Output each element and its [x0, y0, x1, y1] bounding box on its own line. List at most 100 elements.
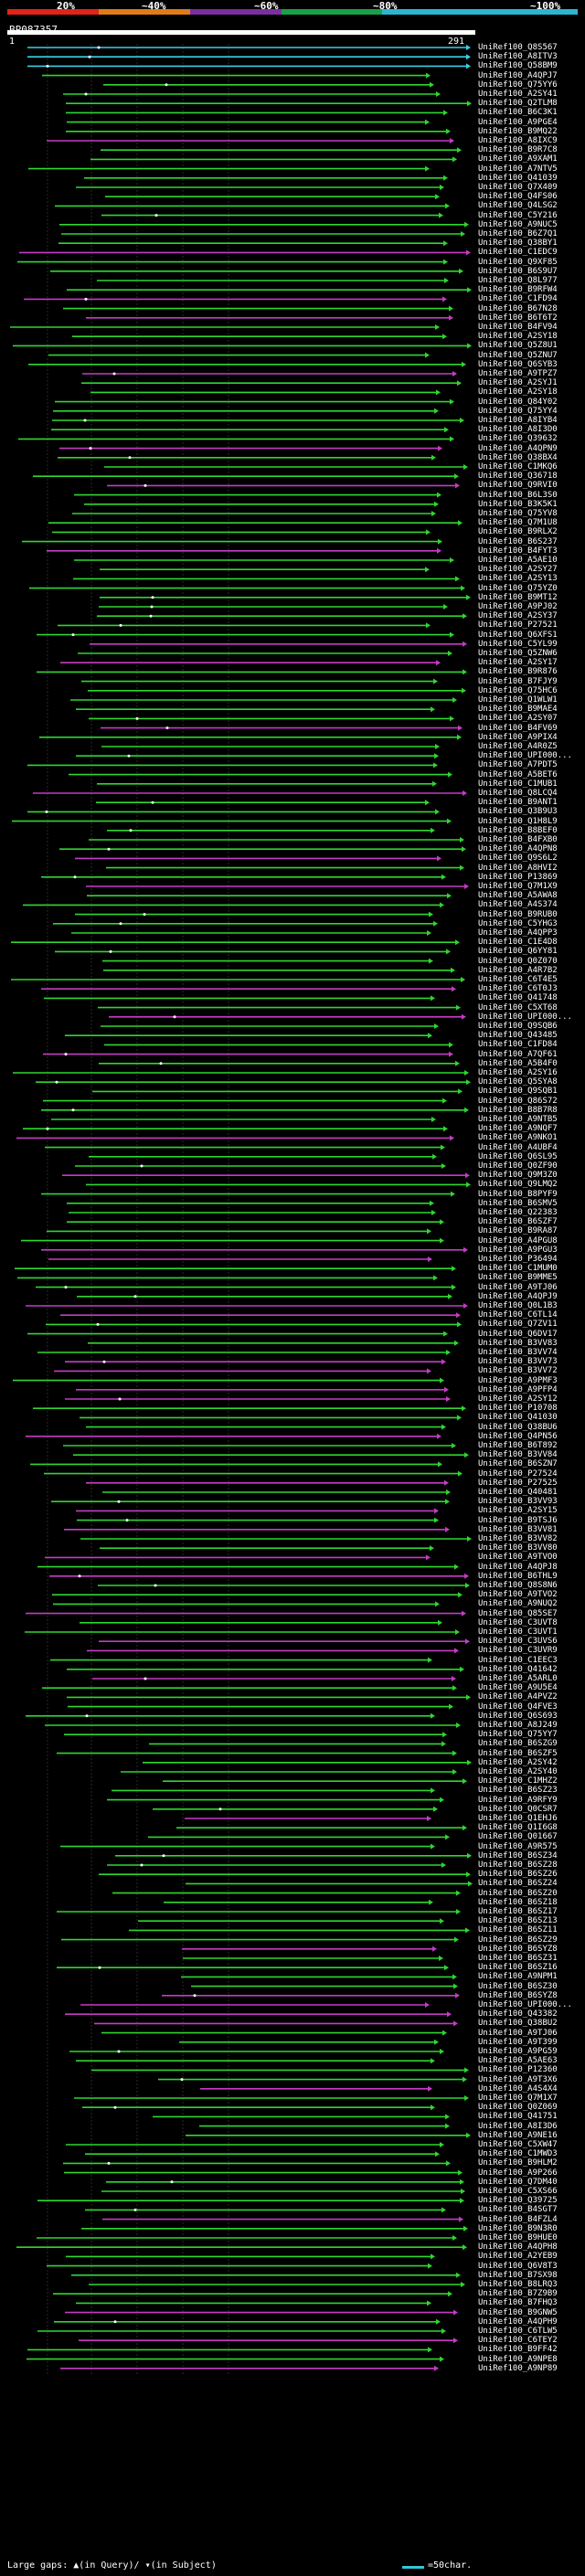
hit-label[interactable]: UniRef100_A2YEB9: [478, 2252, 558, 2262]
hit-label[interactable]: UniRef100_B7FHQ3: [478, 2298, 558, 2308]
hit-label[interactable]: UniRef100_B8PYF9: [478, 1189, 558, 1199]
hit-label[interactable]: UniRef100_Q1EHJ6: [478, 1814, 558, 1823]
hit-label[interactable]: UniRef100_C5XT68: [478, 1002, 558, 1012]
hit-label[interactable]: UniRef100_Q6XFS1: [478, 630, 558, 640]
hit-label[interactable]: UniRef100_B3VV73: [478, 1357, 558, 1367]
hit-label[interactable]: UniRef100_B8BEF0: [478, 825, 558, 835]
hit-label[interactable]: UniRef100_A9TJ06: [478, 2028, 558, 2038]
hit-label[interactable]: UniRef100_Q6YY81: [478, 947, 558, 957]
hit-label[interactable]: UniRef100_Q7M1X7: [478, 2094, 558, 2103]
hit-label[interactable]: UniRef100_Q8LCQ4: [478, 789, 558, 798]
hit-label[interactable]: UniRef100_A9U5E4: [478, 1683, 558, 1693]
hit-label[interactable]: UniRef100_Q38BU6: [478, 1422, 558, 1432]
hit-label[interactable]: UniRef100_B3VV93: [478, 1497, 558, 1507]
hit-label[interactable]: UniRef100_A5B4F0: [478, 1058, 558, 1068]
hit-label[interactable]: UniRef100_UPI000...: [478, 2000, 572, 2009]
hit-label[interactable]: UniRef100_A9TPZ7: [478, 369, 558, 378]
hit-label[interactable]: UniRef100_B6SZ28: [478, 1860, 558, 1870]
hit-label[interactable]: UniRef100_C5XS66: [478, 2187, 558, 2196]
hit-label[interactable]: UniRef100_Q39632: [478, 434, 558, 444]
hit-label[interactable]: UniRef100_Q6V8T3: [478, 2261, 558, 2271]
hit-label[interactable]: UniRef100_A9T3X6: [478, 2074, 558, 2084]
hit-label[interactable]: UniRef100_B3VV72: [478, 1366, 558, 1376]
hit-label[interactable]: UniRef100_A2SY27: [478, 565, 558, 575]
hit-label[interactable]: UniRef100_Q38BX4: [478, 452, 558, 462]
hit-label[interactable]: UniRef100_A2SY16: [478, 1068, 558, 1077]
hit-label[interactable]: UniRef100_Q43485: [478, 1031, 558, 1041]
hit-label[interactable]: UniRef100_A8I3D6: [478, 2121, 558, 2131]
hit-label[interactable]: UniRef100_B4FV94: [478, 323, 558, 332]
hit-label[interactable]: UniRef100_C3UVS6: [478, 1637, 558, 1647]
hit-label[interactable]: UniRef100_C1MUB1: [478, 779, 558, 789]
hit-label[interactable]: UniRef100_Q22383: [478, 1208, 558, 1217]
hit-label[interactable]: UniRef100_B7SX98: [478, 2270, 558, 2280]
hit-label[interactable]: UniRef100_B6SZ31: [478, 1954, 558, 1963]
hit-label[interactable]: UniRef100_A8IXC9: [478, 136, 558, 145]
hit-label[interactable]: UniRef100_A4UBF4: [478, 1142, 558, 1152]
hit-label[interactable]: UniRef100_B9RA87: [478, 1226, 558, 1236]
hit-label[interactable]: UniRef100_B3VV80: [478, 1543, 558, 1553]
hit-label[interactable]: UniRef100_B9MME5: [478, 1273, 558, 1283]
hit-label[interactable]: UniRef100_Q41751: [478, 2112, 558, 2122]
hit-label[interactable]: UniRef100_Q0Z069: [478, 2103, 558, 2113]
hit-label[interactable]: UniRef100_Q7ZV11: [478, 1320, 558, 1330]
hit-label[interactable]: UniRef100_B8LRQ3: [478, 2280, 558, 2289]
hit-label[interactable]: UniRef100_Q4FVE3: [478, 1701, 558, 1712]
hit-label[interactable]: UniRef100_A9NPM1: [478, 1972, 558, 1982]
hit-label[interactable]: UniRef100_A9TJ06: [478, 1282, 558, 1292]
hit-label[interactable]: UniRef100_B3VV84: [478, 1450, 558, 1460]
hit-label[interactable]: UniRef100_B6SZF7: [478, 1217, 558, 1227]
hit-label[interactable]: UniRef100_B9MAE4: [478, 705, 558, 715]
hit-label[interactable]: UniRef100_Q41748: [478, 993, 558, 1003]
hit-label[interactable]: UniRef100_B6S237: [478, 536, 558, 546]
hit-label[interactable]: UniRef100_A9NTB5: [478, 1115, 558, 1124]
hit-label[interactable]: UniRef100_A9PGE4: [478, 117, 558, 127]
hit-label[interactable]: UniRef100_B3VV74: [478, 1348, 558, 1357]
hit-label[interactable]: UniRef100_B6L3S0: [478, 490, 558, 500]
hit-label[interactable]: UniRef100_A9NPE8: [478, 2354, 558, 2364]
hit-label[interactable]: UniRef100_C1E4D8: [478, 938, 558, 948]
hit-label[interactable]: UniRef100_A4QPH8: [478, 2242, 558, 2253]
hit-label[interactable]: UniRef100_Q75YZ0: [478, 583, 558, 593]
hit-label[interactable]: UniRef100_B6SYZ8: [478, 1944, 558, 1954]
hit-label[interactable]: UniRef100_A2SY41: [478, 90, 558, 99]
hit-label[interactable]: UniRef100_Q75YY7: [478, 1730, 558, 1740]
hit-label[interactable]: UniRef100_C6TLW5: [478, 2327, 558, 2336]
hit-label[interactable]: UniRef100_Q3B9U3: [478, 807, 558, 817]
hit-label[interactable]: UniRef100_A4QPH9: [478, 2316, 558, 2327]
hit-label[interactable]: UniRef100_B6SZ29: [478, 1935, 558, 1945]
hit-label[interactable]: UniRef100_B9RUB0: [478, 909, 558, 919]
hit-label[interactable]: UniRef100_A9XAM1: [478, 154, 558, 164]
hit-label[interactable]: UniRef100_C1EEC3: [478, 1655, 558, 1665]
hit-label[interactable]: UniRef100_Q0CSR7: [478, 1804, 558, 1814]
hit-label[interactable]: UniRef100_UPI000...: [478, 1012, 572, 1022]
hit-label[interactable]: UniRef100_A7PDT5: [478, 760, 558, 770]
hit-label[interactable]: UniRef100_B6SZ34: [478, 1850, 558, 1860]
hit-label[interactable]: UniRef100_B6SZ30: [478, 1981, 558, 1991]
hit-label[interactable]: UniRef100_A5ARL0: [478, 1674, 558, 1683]
hit-label[interactable]: UniRef100_Q1H8L9: [478, 816, 558, 826]
hit-label[interactable]: UniRef100_A2SY13: [478, 574, 558, 584]
hit-label[interactable]: UniRef100_B4SGT7: [478, 2205, 558, 2215]
hit-label[interactable]: UniRef100_C5YL99: [478, 639, 558, 649]
hit-label[interactable]: UniRef100_A4PGU8: [478, 1235, 558, 1246]
hit-label[interactable]: UniRef100_Q41039: [478, 173, 558, 183]
hit-label[interactable]: UniRef100_P10708: [478, 1404, 558, 1414]
hit-label[interactable]: UniRef100_A4PVZ2: [478, 1692, 558, 1702]
hit-label[interactable]: UniRef100_A8ITV3: [478, 52, 558, 62]
hit-label[interactable]: UniRef100_B6SYZ8: [478, 1990, 558, 2000]
hit-label[interactable]: UniRef100_B6SZ24: [478, 1879, 558, 1889]
hit-label[interactable]: UniRef100_A4S4X4: [478, 2083, 558, 2094]
hit-label[interactable]: UniRef100_B6SZ13: [478, 1916, 558, 1926]
hit-label[interactable]: UniRef100_Q4LSG2: [478, 201, 558, 211]
hit-label[interactable]: UniRef100_A4QPN9: [478, 443, 558, 453]
hit-label[interactable]: UniRef100_A4QPP3: [478, 928, 558, 938]
hit-label[interactable]: UniRef100_C1FD84: [478, 1040, 558, 1050]
hit-label[interactable]: UniRef100_A5BET6: [478, 769, 558, 779]
hit-label[interactable]: UniRef100_P27524: [478, 1468, 558, 1479]
hit-label[interactable]: UniRef100_UPI000...: [478, 751, 572, 761]
hit-label[interactable]: UniRef100_A2SY07: [478, 714, 558, 724]
hit-label[interactable]: UniRef100_Q9XF85: [478, 257, 558, 267]
hit-label[interactable]: UniRef100_A4R7B2: [478, 965, 558, 975]
hit-label[interactable]: UniRef100_C6T0J3: [478, 984, 558, 994]
